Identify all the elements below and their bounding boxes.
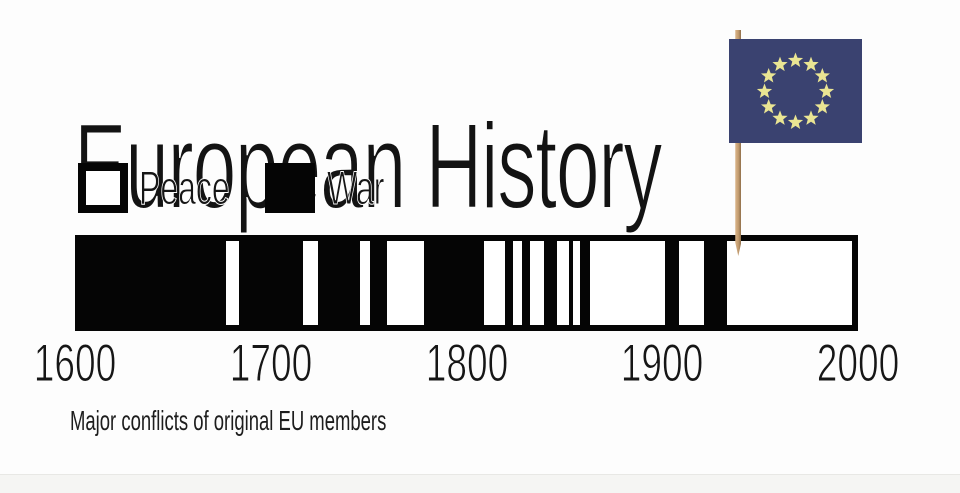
war-segment (81, 241, 226, 325)
flag-star-icon (815, 68, 831, 83)
flag-star-icon (761, 99, 777, 114)
axis-tick-label: 2000 (816, 334, 900, 393)
timeline-bar (75, 235, 858, 331)
peace-segment (513, 241, 523, 325)
flag-star-icon (815, 99, 831, 114)
flag-star-icon (819, 83, 835, 98)
page-title: European History (73, 97, 663, 234)
war-segment (703, 241, 727, 325)
legend-peace-swatch (78, 163, 128, 213)
peace-segment (303, 241, 318, 325)
legend-war-label: War (327, 161, 385, 214)
peace-segment (360, 241, 370, 325)
war-segment (424, 241, 484, 325)
peace-segment (387, 241, 424, 325)
peace-segment (727, 241, 852, 325)
war-segment (505, 241, 513, 325)
flag-pole (735, 30, 742, 256)
flag-star-icon (761, 68, 777, 83)
peace-segment (573, 241, 581, 325)
war-segment (370, 241, 388, 325)
war-segment (239, 241, 303, 325)
timeline-segments (81, 241, 852, 325)
war-segment (665, 241, 679, 325)
flag-star-icon (788, 52, 804, 67)
flag-star-icon (772, 56, 788, 72)
peace-segment (484, 241, 505, 325)
flag-star-icon (788, 114, 804, 129)
chart-caption: Major conflicts of original EU members (70, 405, 387, 436)
peace-segment (226, 241, 239, 325)
war-segment (580, 241, 590, 325)
axis-tick-label: 1800 (425, 334, 508, 393)
legend: Peace War (0, 161, 960, 214)
axis-tick-label: 1900 (620, 334, 704, 393)
flag-star-icon (772, 110, 788, 125)
peace-segment (679, 241, 704, 325)
axis-tick-label: 1600 (33, 334, 117, 393)
flag-star-icon (757, 83, 773, 98)
eu-flag-icon (729, 39, 863, 143)
peace-segment (557, 241, 569, 325)
war-segment (522, 241, 531, 325)
war-segment (543, 241, 558, 325)
peace-segment (530, 241, 543, 325)
war-segment (568, 241, 573, 325)
timeline-axis: 1600 1700 1800 1900 2000 (33, 337, 899, 391)
flag-field (729, 39, 863, 143)
flag-star-icon (803, 110, 819, 125)
axis-tick-label: 1700 (229, 334, 313, 393)
legend-peace-label: Peace (139, 161, 230, 214)
peace-segment (590, 241, 665, 325)
legend-war-swatch (265, 163, 315, 213)
war-segment (318, 241, 361, 325)
footer-strip (0, 474, 960, 493)
flag-star-icon (803, 56, 819, 72)
